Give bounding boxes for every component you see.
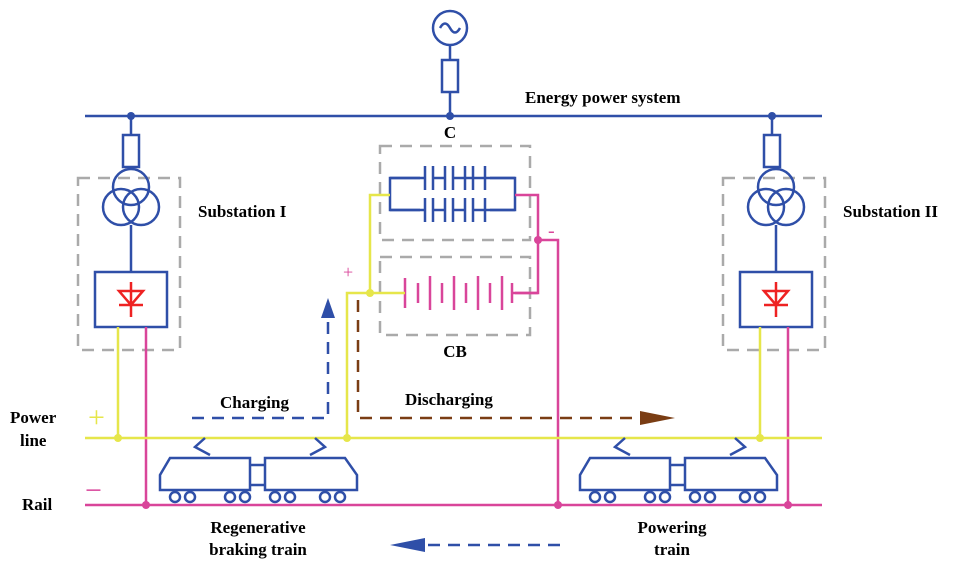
storage-minus: - [548, 220, 555, 242]
powering-train-label: Powering [638, 518, 707, 537]
substation-1 [76, 112, 182, 509]
regen-train-label: Regenerative [210, 518, 306, 537]
substation-2-label: Substation II [843, 202, 938, 221]
capacitor-label: C [444, 123, 456, 142]
line-plus: + [88, 401, 105, 434]
power-line-label: line [20, 431, 47, 450]
power-line-label: Power [10, 408, 57, 427]
grid-label: Energy power system [525, 88, 681, 107]
powering-train-label: train [654, 540, 690, 559]
storage [343, 144, 562, 509]
rail-label: Rail [22, 495, 53, 514]
rail-minus: − [85, 474, 102, 507]
storage-plus: + [343, 262, 353, 282]
train-right [578, 437, 779, 504]
train-left [158, 437, 359, 504]
substation-2 [721, 112, 827, 509]
regen-train-label: braking train [209, 540, 307, 559]
battery-label: CB [443, 342, 467, 361]
flow-arrows [192, 298, 675, 552]
grid [85, 9, 822, 120]
discharging-label: Discharging [405, 390, 493, 409]
substation-1-label: Substation I [198, 202, 287, 221]
charging-label: Charging [220, 393, 289, 412]
